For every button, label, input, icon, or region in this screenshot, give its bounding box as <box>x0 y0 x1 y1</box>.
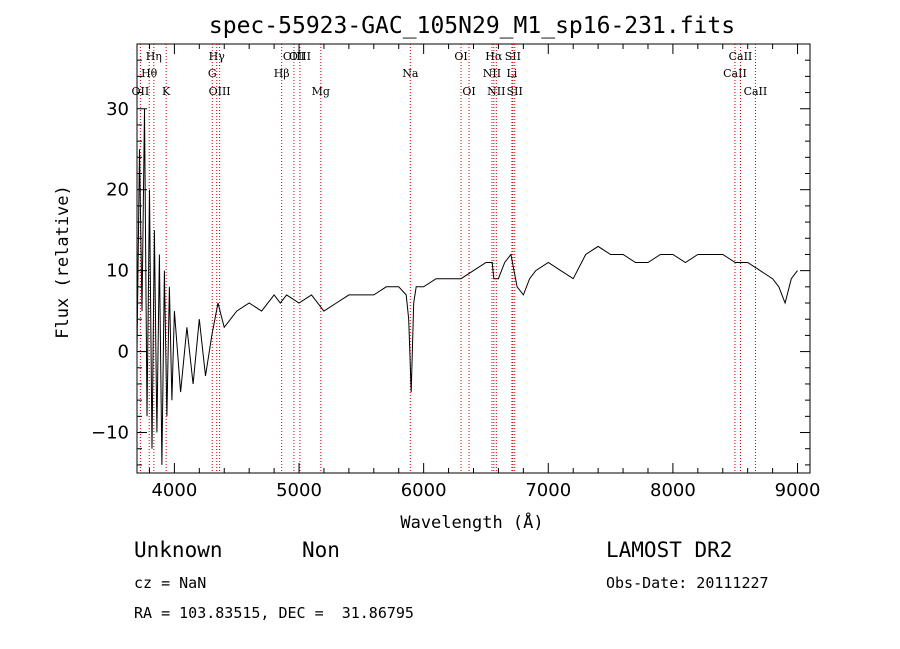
redshift-label: cz = NaN <box>134 574 207 592</box>
y-tick-label: 10 <box>106 261 129 282</box>
x-axis-label: Wavelength (Å) <box>400 511 543 533</box>
line-marker-label: Na <box>402 67 419 80</box>
line-marker-label: OI <box>462 85 475 98</box>
x-tick-label: 5000 <box>276 480 322 501</box>
class-label: Unknown <box>134 538 223 562</box>
emission-line-markers: OIIHθHηKHγGOIIIHβOIIIOIIIMgNaOIOIHαNIINI… <box>132 44 768 473</box>
line-marker-label: Mg <box>312 85 330 98</box>
line-marker-label: NII <box>487 85 505 98</box>
line-marker-label: Hη <box>146 50 162 63</box>
line-marker-label: CaII <box>744 85 768 98</box>
flux-series-line <box>136 108 798 465</box>
line-marker-label: Hβ <box>274 67 290 80</box>
x-tick-label: 6000 <box>401 480 447 501</box>
line-marker-label: OIII <box>289 50 311 63</box>
line-marker-label: OII <box>132 85 150 98</box>
line-marker-label: K <box>162 85 171 98</box>
x-tick-label: 9000 <box>775 480 821 501</box>
line-marker-label: Hγ <box>209 50 226 63</box>
line-marker-label: OIII <box>209 85 231 98</box>
obsdate-label: Obs-Date: 20111227 <box>606 574 769 592</box>
subclass-label: Non <box>302 538 340 562</box>
chart-title: spec-55923-GAC_105N29_M1_sp16-231.fits <box>209 13 735 39</box>
survey-label: LAMOST DR2 <box>606 538 733 562</box>
coordinates-label: RA = 103.83515, DEC = 31.86795 <box>134 604 414 622</box>
y-axis-ticks: −10 0 10 20 30 <box>91 43 810 466</box>
x-tick-label: 7000 <box>525 480 571 501</box>
y-tick-label: −10 <box>91 423 129 444</box>
y-axis-label: Flux (relative) <box>53 185 73 339</box>
line-marker-label: CaII <box>723 67 747 80</box>
line-marker-label: NII <box>483 67 501 80</box>
x-tick-label: 8000 <box>650 480 696 501</box>
line-marker-label: SII <box>505 50 521 63</box>
line-marker-label: G <box>208 67 217 80</box>
y-tick-label: 0 <box>118 342 129 363</box>
line-marker-label: Hθ <box>141 67 158 80</box>
line-marker-label: Hα <box>485 50 503 63</box>
y-tick-label: 30 <box>106 99 129 120</box>
line-marker-label: CaII <box>729 50 753 63</box>
x-axis-ticks: 4000 5000 6000 7000 8000 9000 <box>148 44 821 501</box>
x-tick-label: 4000 <box>151 480 197 501</box>
line-marker-label: Li <box>506 67 517 80</box>
line-marker-label: SII <box>507 85 523 98</box>
line-marker-label: OI <box>454 50 467 63</box>
y-tick-label: 20 <box>106 180 129 201</box>
plot-frame <box>136 43 811 474</box>
